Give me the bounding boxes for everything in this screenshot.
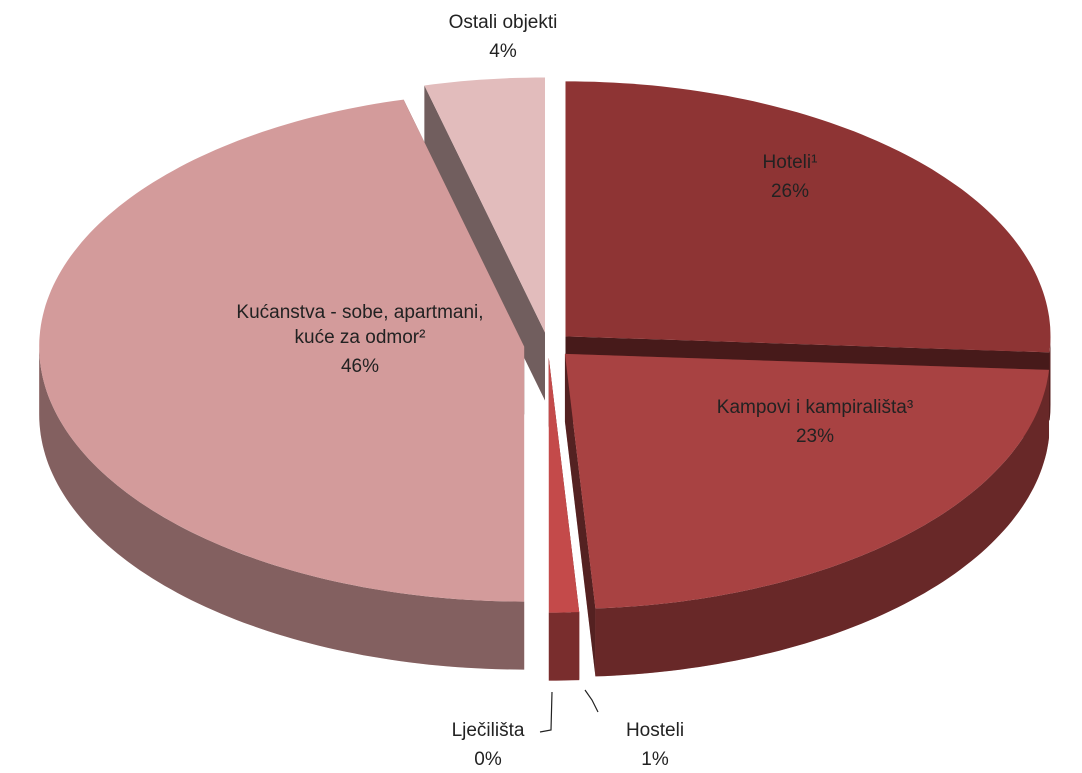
slice-side [548,612,580,681]
slice-shade [564,353,596,677]
slice-label: Hoteli¹ [762,152,818,173]
slice-side [39,346,525,670]
slice-label: Kućanstva - sobe, apartmani, kuće za odm… [236,302,484,348]
slice-label: Hosteli [625,720,685,741]
slice [564,353,1050,609]
slice-shade [1049,336,1051,421]
slice-shade [595,369,1049,677]
slice [39,99,525,602]
slice [548,357,580,613]
slice-side [1049,336,1051,421]
slice-value: 1% [641,749,669,770]
leader-line [584,689,599,713]
slice-value: 4% [489,41,517,62]
slice-shade [548,612,580,681]
slice-side [595,369,1049,677]
slice [565,81,1051,353]
slice-value: 23% [795,426,835,447]
slice-value: 46% [340,356,380,377]
slice-label: Lječilišta [451,720,525,741]
slice-shade [424,85,545,401]
slice-label: Kampovi i kampirališta³ [716,397,914,418]
slice-shade [39,346,525,670]
slice-value: 0% [474,749,502,770]
slice [424,77,545,333]
leader-line [539,691,553,733]
slice-label: Ostali objekti [448,12,558,33]
slice-value: 26% [770,181,810,202]
